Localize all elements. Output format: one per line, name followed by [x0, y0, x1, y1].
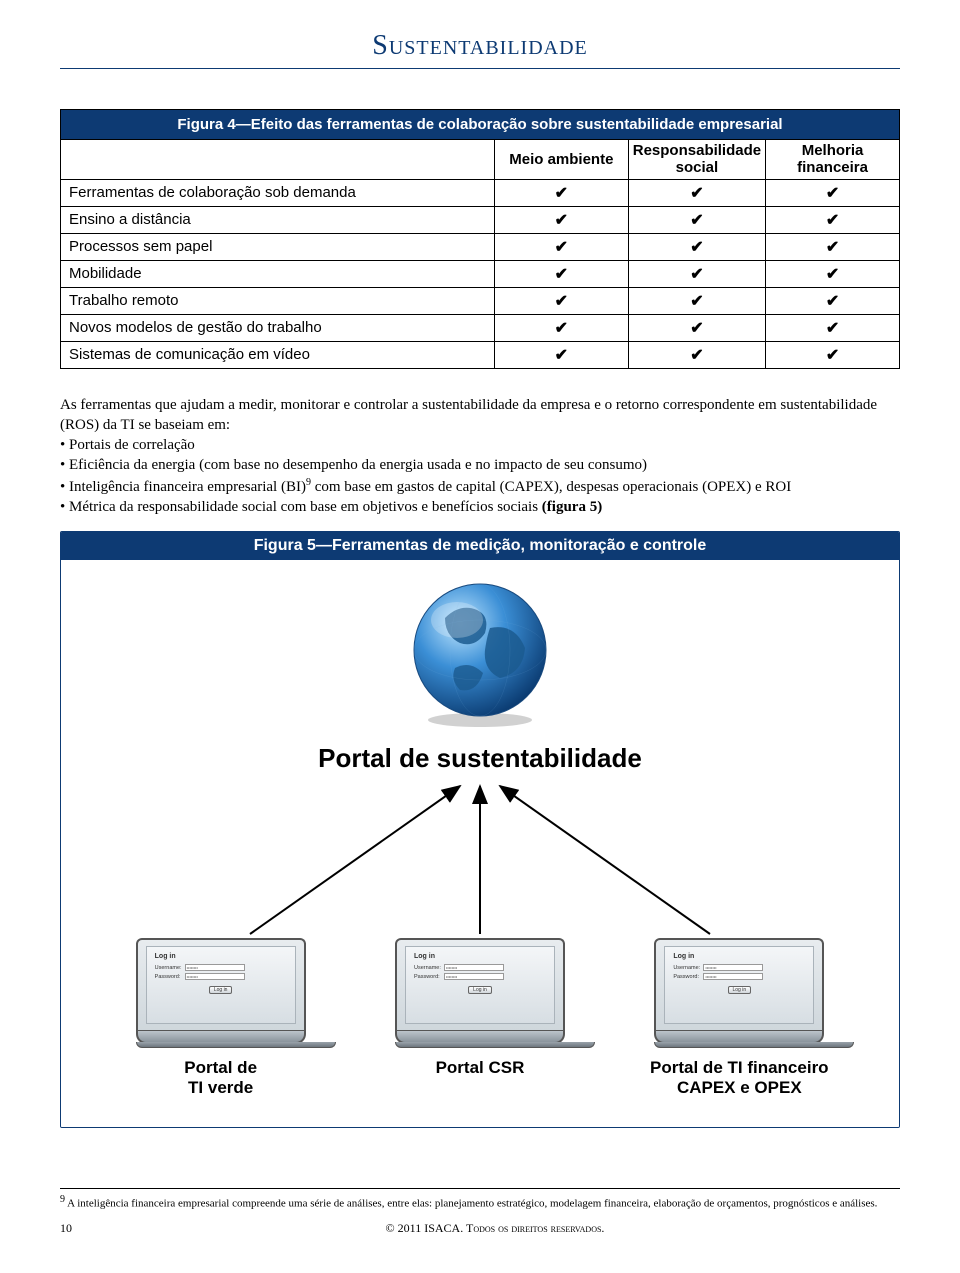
laptop-label: Portal CSR [370, 1058, 590, 1078]
row-label: Trabalho remoto [61, 287, 495, 314]
login-title: Log in [155, 953, 287, 960]
row-label: Ensino a distância [61, 206, 495, 233]
laptop-icon: Log in Username:••••••••Password:••••••••… [136, 938, 306, 1050]
login-title: Log in [673, 953, 805, 960]
check-cell: ✔ [628, 206, 765, 233]
password-input[interactable]: •••••••• [703, 973, 763, 980]
check-cell: ✔ [628, 287, 765, 314]
username-label: Username: [673, 965, 703, 971]
copyright-text: © 2011 ISACA. Todos os direitos reservad… [90, 1221, 900, 1236]
globe-icon [91, 578, 869, 733]
table-row: Novos modelos de gestão do trabalho✔✔✔ [61, 314, 900, 341]
login-button[interactable]: Log in [728, 986, 752, 994]
page-footer: 10 © 2011 ISACA. Todos os direitos reser… [60, 1221, 900, 1236]
body-text: As ferramentas que ajudam a medir, monit… [60, 395, 900, 518]
check-cell: ✔ [628, 179, 765, 206]
intro-paragraph: As ferramentas que ajudam a medir, monit… [60, 395, 900, 436]
table-row: Trabalho remoto✔✔✔ [61, 287, 900, 314]
password-label: Password: [155, 974, 185, 980]
fig4-caption: Figura 4—Efeito das ferramentas de colab… [61, 110, 900, 140]
check-cell: ✔ [628, 233, 765, 260]
title-divider [60, 68, 900, 69]
bullet-3: Inteligência financeira empresarial (BI)… [60, 476, 900, 497]
arrows-diagram [130, 774, 830, 944]
check-cell: ✔ [494, 341, 628, 368]
fig4-col-1: Meio ambiente [494, 140, 628, 180]
row-label: Processos sem papel [61, 233, 495, 260]
table-row: Sistemas de comunicação em vídeo✔✔✔ [61, 341, 900, 368]
login-title: Log in [414, 953, 546, 960]
table-row: Processos sem papel✔✔✔ [61, 233, 900, 260]
check-cell: ✔ [628, 341, 765, 368]
figure-5-panel: Figura 5—Ferramentas de medição, monitor… [60, 531, 900, 1128]
username-input[interactable]: •••••••• [444, 964, 504, 971]
laptop-2: Log in Username:••••••••Password:••••••••… [370, 938, 590, 1078]
login-button[interactable]: Log in [209, 986, 233, 994]
table-row: Ensino a distância✔✔✔ [61, 206, 900, 233]
footnote-text: 9 A inteligência financeira empresarial … [60, 1193, 900, 1211]
check-cell: ✔ [766, 206, 900, 233]
row-label: Novos modelos de gestão do trabalho [61, 314, 495, 341]
check-cell: ✔ [766, 233, 900, 260]
check-cell: ✔ [766, 287, 900, 314]
password-input[interactable]: •••••••• [444, 973, 504, 980]
fig4-col-3: Melhoria financeira [766, 140, 900, 180]
laptop-label: Portal deTI verde [111, 1058, 331, 1097]
fig4-col-blank [61, 140, 495, 180]
table-row: Ferramentas de colaboração sob demanda✔✔… [61, 179, 900, 206]
check-cell: ✔ [494, 314, 628, 341]
check-cell: ✔ [628, 314, 765, 341]
fig5-caption: Figura 5—Ferramentas de medição, monitor… [61, 532, 899, 560]
password-label: Password: [673, 974, 703, 980]
check-cell: ✔ [766, 314, 900, 341]
page-number: 10 [60, 1221, 90, 1236]
laptop-icon: Log in Username:••••••••Password:••••••••… [395, 938, 565, 1050]
check-cell: ✔ [494, 260, 628, 287]
login-button[interactable]: Log in [468, 986, 492, 994]
username-input[interactable]: •••••••• [703, 964, 763, 971]
page-title: Sustentabilidade [60, 30, 900, 62]
username-label: Username: [414, 965, 444, 971]
row-label: Sistemas de comunicação em vídeo [61, 341, 495, 368]
check-cell: ✔ [628, 260, 765, 287]
laptop-3: Log in Username:••••••••Password:••••••••… [629, 938, 849, 1097]
footnote-divider [60, 1188, 900, 1189]
check-cell: ✔ [494, 287, 628, 314]
bullet-2: Eficiência da energia (com base no desem… [60, 455, 900, 475]
username-label: Username: [155, 965, 185, 971]
bullet-4: Métrica da responsabilidade social com b… [60, 497, 900, 517]
row-label: Ferramentas de colaboração sob demanda [61, 179, 495, 206]
check-cell: ✔ [766, 179, 900, 206]
username-input[interactable]: •••••••• [185, 964, 245, 971]
password-label: Password: [414, 974, 444, 980]
row-label: Mobilidade [61, 260, 495, 287]
laptop-icon: Log in Username:••••••••Password:••••••••… [654, 938, 824, 1050]
laptop-1: Log in Username:••••••••Password:••••••••… [111, 938, 331, 1097]
check-cell: ✔ [494, 179, 628, 206]
check-cell: ✔ [766, 341, 900, 368]
table-row: Mobilidade✔✔✔ [61, 260, 900, 287]
laptop-label: Portal de TI financeiroCAPEX e OPEX [629, 1058, 849, 1097]
figure-4-table: Figura 4—Efeito das ferramentas de colab… [60, 109, 900, 369]
check-cell: ✔ [494, 206, 628, 233]
password-input[interactable]: •••••••• [185, 973, 245, 980]
check-cell: ✔ [766, 260, 900, 287]
fig5-subtitle: Portal de sustentabilidade [91, 743, 869, 774]
check-cell: ✔ [494, 233, 628, 260]
fig4-col-2: Responsabilidade social [628, 140, 765, 180]
bullet-1: Portais de correlação [60, 435, 900, 455]
